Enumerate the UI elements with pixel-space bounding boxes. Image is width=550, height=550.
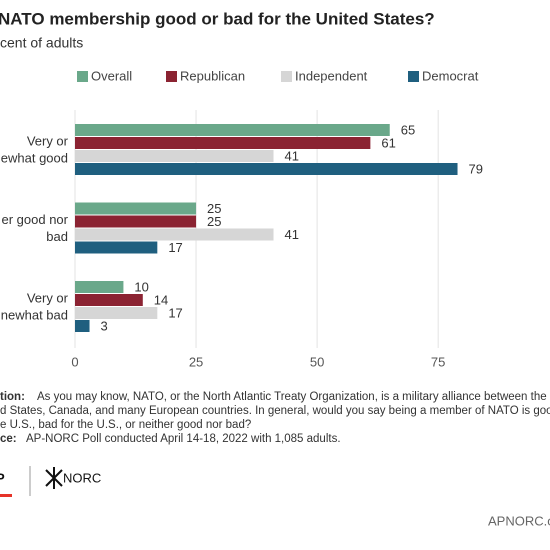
legend-swatch xyxy=(77,71,88,82)
bar xyxy=(75,215,197,228)
site: APNORC.o xyxy=(488,513,550,528)
value-label: 65 xyxy=(401,122,415,137)
legend-swatch xyxy=(281,71,292,82)
category-label: Very or xyxy=(27,290,69,305)
bar xyxy=(75,281,124,293)
bar xyxy=(75,320,90,332)
logo-underline xyxy=(0,494,12,497)
category-label: newhat good xyxy=(0,150,68,165)
value-label: 41 xyxy=(285,148,299,163)
legend-label: Democrat xyxy=(422,68,479,83)
note-label: tion: xyxy=(0,391,25,403)
value-label: 61 xyxy=(381,135,395,150)
value-label: 14 xyxy=(154,292,168,307)
value-label: 17 xyxy=(168,305,182,320)
note-line: As you may know, NATO, or the North Atla… xyxy=(37,391,547,403)
category-label: Very or xyxy=(27,133,69,148)
bar xyxy=(75,124,390,136)
legend-swatch xyxy=(408,71,419,82)
category-label: er good nor xyxy=(2,212,69,227)
logo-right: NORC xyxy=(63,470,101,485)
bar xyxy=(75,137,371,149)
bar xyxy=(75,228,274,241)
bar xyxy=(75,150,274,162)
legend-swatch xyxy=(166,71,177,82)
legend-label: Independent xyxy=(295,68,368,83)
logo-star xyxy=(45,467,63,489)
category-label: bad xyxy=(46,229,68,244)
chart-subtitle: cent of adults xyxy=(0,35,83,51)
bar xyxy=(75,307,158,319)
source: AP-NORC Poll conducted April 14-18, 2022… xyxy=(26,433,341,445)
x-tick-label: 75 xyxy=(431,354,445,369)
bar xyxy=(75,163,458,175)
value-label: 3 xyxy=(101,318,108,333)
value-label: 17 xyxy=(168,240,182,255)
value-label: 25 xyxy=(207,201,221,216)
bar xyxy=(75,241,158,254)
legend-label: Republican xyxy=(180,68,245,83)
x-tick-label: 0 xyxy=(71,354,78,369)
x-tick-label: 25 xyxy=(189,354,203,369)
bar xyxy=(75,202,197,215)
logo-left: P xyxy=(0,470,5,485)
value-label: 41 xyxy=(285,227,299,242)
value-label: 25 xyxy=(207,214,221,229)
value-label: 79 xyxy=(469,161,483,176)
x-tick-label: 50 xyxy=(310,354,324,369)
note-line: e U.S., bad for the U.S., or neither goo… xyxy=(0,419,251,431)
value-label: 10 xyxy=(134,279,148,294)
legend-label: Overall xyxy=(91,68,132,83)
source-label: ce: xyxy=(0,433,17,445)
note-line: d States, Canada, and many European coun… xyxy=(0,405,550,417)
chart-title: NATO membership good or bad for the Unit… xyxy=(0,9,435,28)
bar xyxy=(75,294,143,306)
category-label: newhat bad xyxy=(1,307,68,322)
